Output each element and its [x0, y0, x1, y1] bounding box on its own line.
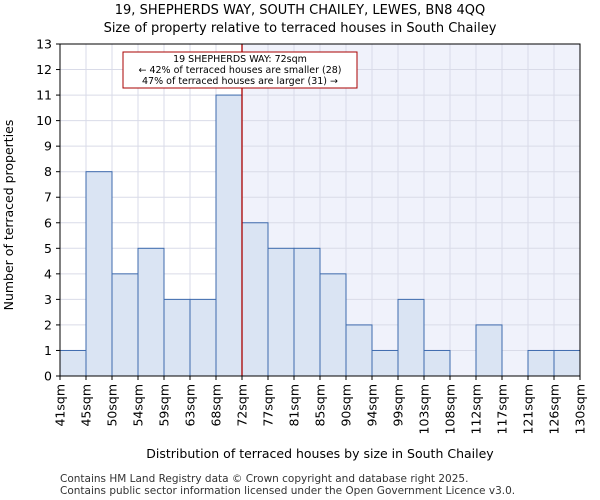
histogram-bar: [345, 324, 373, 377]
x-tick-label: 72sqm: [235, 384, 250, 427]
x-tick-label: 94sqm: [365, 384, 380, 427]
x-tick-label: 117sqm: [495, 384, 510, 434]
chart-title: 19, SHEPHERDS WAY, SOUTH CHAILEY, LEWES,…: [114, 3, 486, 18]
x-tick-label: 130sqm: [573, 384, 588, 434]
histogram-bar: [553, 349, 581, 377]
x-tick-label: 81sqm: [287, 384, 302, 427]
x-tick-label: 103sqm: [417, 384, 432, 434]
histogram-bar: [397, 298, 425, 377]
annotation-line: 47% of terraced houses are larger (31) →: [142, 76, 338, 87]
x-tick-label: 85sqm: [313, 384, 328, 427]
x-tick-label: 126sqm: [547, 384, 562, 434]
histogram-bar: [267, 247, 295, 377]
y-tick-label: 12: [36, 62, 52, 77]
footer-line-1: Contains HM Land Registry data © Crown c…: [60, 473, 469, 485]
histogram-bar: [319, 273, 347, 377]
histogram-bar: [59, 349, 87, 377]
y-tick-label: 10: [36, 113, 52, 128]
footer-line-2: Contains public sector information licen…: [60, 485, 516, 497]
histogram-bar: [293, 247, 321, 377]
histogram-bar: [423, 349, 451, 377]
x-tick-label: 50sqm: [105, 384, 120, 427]
y-tick-label: 1: [44, 343, 52, 358]
annotation-box: [122, 51, 358, 89]
marker-annotation: 19 SHEPHERDS WAY: 72sqm← 42% of terraced…: [122, 51, 358, 89]
x-tick-label: 63sqm: [183, 384, 198, 427]
y-tick-label: 3: [44, 292, 52, 307]
histogram-bar: [85, 171, 113, 377]
y-tick-label: 4: [44, 266, 52, 281]
x-tick-label: 77sqm: [261, 384, 276, 427]
y-tick-label: 9: [44, 139, 52, 154]
histogram-bar: [163, 298, 191, 377]
histogram-bar: [527, 349, 555, 377]
x-axis-label: Distribution of terraced houses by size …: [146, 446, 494, 461]
annotation-line: 19 SHEPHERDS WAY: 72sqm: [173, 54, 307, 65]
x-tick-label: 41sqm: [53, 384, 68, 427]
y-tick-label: 7: [44, 190, 52, 205]
histogram-bar: [137, 247, 165, 377]
y-tick-label: 6: [44, 215, 52, 230]
x-tick-label: 45sqm: [79, 384, 94, 427]
x-tick-label: 121sqm: [521, 384, 536, 434]
histogram-bar: [215, 94, 243, 377]
histogram-bar: [189, 298, 217, 377]
y-tick-label: 13: [36, 37, 52, 52]
x-tick-label: 112sqm: [469, 384, 484, 434]
x-tick-label: 90sqm: [339, 384, 354, 427]
histogram-bar: [111, 273, 139, 377]
x-tick-label: 99sqm: [391, 384, 406, 427]
y-tick-label: 2: [44, 317, 52, 332]
y-tick-label: 0: [44, 369, 52, 384]
x-tick-label: 59sqm: [157, 384, 172, 427]
chart-subtitle: Size of property relative to terraced ho…: [103, 21, 497, 36]
histogram-bar: [371, 349, 399, 377]
x-tick-label: 108sqm: [443, 384, 458, 434]
y-tick-label: 5: [44, 241, 52, 256]
x-tick-label: 68sqm: [209, 384, 224, 427]
y-tick-label: 11: [36, 88, 52, 103]
y-axis-label: Number of terraced properties: [1, 120, 16, 311]
x-tick-label: 54sqm: [131, 384, 146, 427]
annotation-line: ← 42% of terraced houses are smaller (28…: [138, 65, 341, 76]
histogram-bar: [241, 222, 269, 377]
histogram-bar: [475, 324, 503, 377]
y-tick-label: 8: [44, 164, 52, 179]
